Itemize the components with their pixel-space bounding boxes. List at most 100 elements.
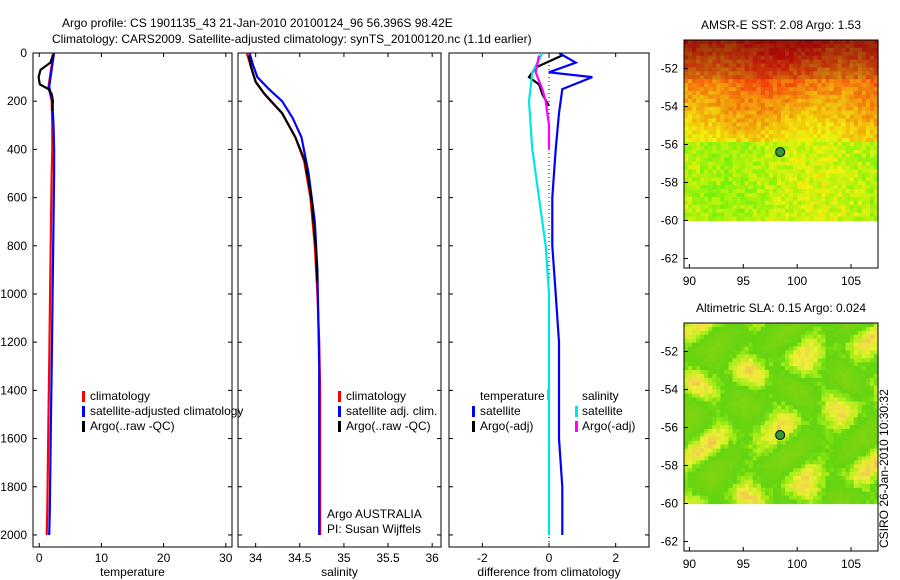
heatmap-cell [873, 204, 879, 210]
heatmap-cell [764, 491, 770, 497]
heatmap-cell [805, 448, 810, 454]
heatmap-cell [752, 499, 758, 505]
heatmap-cell [768, 138, 774, 143]
heatmap-cell [736, 342, 742, 348]
heatmap-cell [772, 157, 778, 163]
heatmap-cell [861, 75, 867, 80]
heatmap-cell [748, 200, 754, 206]
heatmap-cell [708, 468, 713, 473]
heatmap-cell [837, 468, 843, 473]
heatmap-cell [873, 358, 879, 363]
heatmap-cell [785, 43, 790, 49]
heatmap-cell [704, 323, 709, 328]
heatmap-cell [748, 71, 754, 76]
heatmap-cell [833, 185, 839, 190]
heatmap-cell [865, 149, 871, 155]
heatmap-cell [841, 169, 847, 175]
heatmap-cell [708, 122, 713, 127]
heatmap-cell [764, 479, 770, 485]
heatmap-cell [764, 40, 770, 45]
heatmap-cell [797, 149, 802, 155]
heatmap-cell [728, 464, 734, 469]
heatmap-cell [849, 138, 855, 143]
heatmap-cell [696, 460, 701, 465]
heatmap-cell [785, 417, 790, 422]
heatmap-cell [833, 397, 839, 403]
heatmap-cell [829, 330, 835, 336]
heatmap-cell [873, 173, 879, 178]
heatmap-cell [789, 346, 794, 352]
heatmap-cell [744, 142, 750, 147]
heatmap-cell [845, 374, 851, 379]
heatmap-cell [740, 440, 746, 446]
heatmap-cell [805, 149, 810, 155]
heatmap-cell [716, 55, 721, 61]
heatmap-cell [768, 338, 774, 344]
heatmap-cell [692, 425, 697, 430]
heatmap-cell [744, 472, 750, 477]
heatmap-cell [861, 452, 867, 458]
heatmap-cell [704, 212, 709, 218]
heatmap-cell [845, 177, 851, 182]
heatmap-cell [873, 177, 879, 182]
heatmap-cell [752, 425, 758, 430]
heatmap-cell [833, 479, 839, 485]
heatmap-cell [869, 75, 875, 80]
heatmap-cell [764, 83, 770, 88]
heatmap-cell [829, 55, 835, 61]
heatmap-cell [732, 122, 738, 127]
heatmap-cell [764, 138, 770, 143]
heatmap-cell [849, 134, 855, 139]
heatmap-cell [869, 495, 875, 501]
heatmap-cell [716, 444, 721, 450]
heatmap-cell [785, 374, 790, 379]
heatmap-cell [789, 491, 794, 497]
heatmap-cell [724, 330, 730, 336]
series-line-climatology [245, 53, 322, 535]
heatmap-cell [837, 181, 843, 186]
heatmap-cell [692, 393, 697, 399]
heatmap-cell [861, 397, 867, 403]
heatmap-cell [696, 138, 701, 143]
heatmap-cell [740, 91, 746, 96]
heatmap-cell [825, 71, 831, 76]
heatmap-cell [849, 165, 855, 171]
heatmap-cell [797, 110, 802, 116]
heatmap-cell [684, 94, 689, 100]
heatmap-cell [740, 193, 746, 198]
heatmap-cell [684, 91, 689, 96]
heatmap-cell [781, 43, 786, 49]
heatmap-cell [789, 468, 794, 473]
heatmap-cell [740, 134, 746, 139]
heatmap-cell [712, 323, 717, 328]
heatmap-cell [740, 126, 746, 131]
heatmap-cell [700, 377, 705, 383]
heatmap-cell [728, 169, 734, 175]
heatmap-cell [724, 479, 730, 485]
heatmap-cell [781, 472, 786, 477]
heatmap-cell [760, 138, 766, 143]
heatmap-cell [724, 491, 730, 497]
heatmap-cell [849, 204, 855, 210]
heatmap-cell [696, 389, 701, 395]
heatmap-cell [841, 377, 847, 383]
heatmap-cell [861, 157, 867, 163]
legend-label-temperature: satellite-adjusted climatology [90, 404, 243, 418]
heatmap-cell [809, 487, 814, 493]
heatmap-cell [696, 122, 701, 127]
heatmap-cell [748, 193, 754, 198]
heatmap-cell [736, 204, 742, 210]
heatmap-cell [821, 193, 827, 198]
heatmap-cell [813, 452, 818, 458]
heatmap-cell [696, 196, 701, 202]
heatmap-cell [833, 401, 839, 407]
heatmap-cell [837, 122, 843, 127]
heatmap-cell [760, 374, 766, 379]
heatmap-cell [692, 138, 697, 143]
heatmap-cell [813, 94, 818, 100]
heatmap-cell [728, 323, 734, 328]
heatmap-cell [712, 208, 717, 214]
heatmap-cell [772, 326, 778, 332]
heatmap-cell [801, 212, 806, 218]
heatmap-cell [861, 479, 867, 485]
